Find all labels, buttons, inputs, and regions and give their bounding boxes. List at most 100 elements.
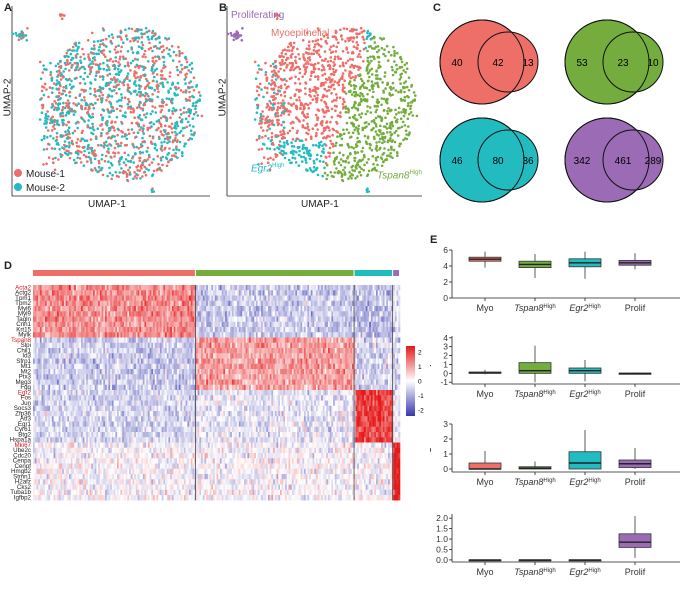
umap-point [181, 51, 184, 55]
heatmap-cell [58, 453, 61, 459]
umap-point [135, 173, 138, 176]
umap-point [354, 145, 358, 149]
heatmap-cell [67, 363, 70, 370]
heatmap-cell [115, 495, 118, 501]
heatmap-cell [69, 321, 72, 328]
umap-point [192, 76, 196, 79]
umap-point [377, 60, 381, 64]
umap-point [104, 84, 108, 88]
venn-left-count: 46 [451, 156, 463, 167]
umap-point [399, 89, 403, 92]
umap-point [369, 111, 373, 114]
heatmap-cell [84, 479, 87, 485]
umap-point [146, 79, 149, 83]
heatmap-cell [72, 426, 75, 433]
umap-point [256, 106, 259, 110]
umap-point [94, 169, 98, 172]
heatmap-cell [105, 474, 108, 480]
umap-point [91, 122, 94, 126]
umap-point [322, 129, 326, 133]
umap-point [269, 64, 273, 68]
umap-point [119, 69, 123, 72]
heatmap-cell [33, 468, 36, 475]
umap-point [133, 36, 137, 40]
heatmap-cell [79, 295, 82, 301]
umap-point [47, 115, 50, 118]
umap-point [124, 111, 127, 114]
heatmap-cell [45, 363, 48, 370]
heatmap-cell [43, 468, 46, 475]
umap-point [323, 88, 327, 91]
heatmap-cell [33, 306, 36, 312]
umap-point [180, 113, 183, 116]
heatmap-cell [63, 474, 66, 480]
heatmap-cell [86, 426, 89, 433]
heatmap-cell [84, 306, 87, 312]
heatmap-cell [94, 337, 97, 343]
heatmap-cell [101, 358, 104, 364]
umap-point [336, 55, 340, 58]
heatmap-cell [89, 468, 92, 475]
heatmap-cell [50, 463, 53, 469]
umap-point [151, 174, 154, 178]
heatmap-cell [57, 311, 60, 317]
umap-point [163, 140, 166, 144]
heatmap-cell [86, 348, 89, 354]
umap-point [137, 66, 141, 70]
heatmap-cell [108, 400, 111, 406]
umap-point [65, 101, 68, 105]
heatmap-cell [53, 358, 56, 364]
heatmap-cell [38, 379, 41, 385]
heatmap-cell [55, 495, 58, 501]
umap-point [184, 76, 188, 79]
umap-point [314, 91, 318, 94]
heatmap-cell [74, 295, 77, 301]
heatmap-cell [69, 479, 72, 485]
umap-point [194, 107, 197, 111]
heatmap-cell [89, 348, 92, 354]
umap-point [124, 170, 127, 174]
umap-point [296, 47, 299, 51]
umap-point [151, 110, 154, 113]
umap-point [141, 107, 145, 111]
heatmap-cell [84, 426, 87, 433]
heatmap-cell [82, 311, 85, 317]
heatmap-cell [43, 416, 46, 422]
umap-point [280, 51, 284, 55]
heatmap-cell [70, 479, 73, 485]
heatmap-cell [74, 316, 77, 322]
umap-point [297, 77, 300, 81]
umap-point [268, 147, 272, 151]
umap-point [308, 149, 311, 152]
umap-point [382, 97, 386, 101]
umap-point [106, 64, 109, 67]
umap-point [262, 95, 265, 99]
umap-point [261, 129, 265, 132]
heatmap-cell [75, 484, 78, 490]
heatmap-cell [62, 363, 65, 370]
heatmap-cell [69, 327, 72, 333]
umap-point [362, 29, 366, 33]
heatmap-cell [105, 363, 108, 370]
umap-point [105, 59, 109, 62]
heatmap-cell [81, 453, 84, 459]
umap-point [315, 100, 318, 104]
umap-point [88, 126, 92, 130]
heatmap-cell [101, 489, 104, 496]
umap-point [182, 90, 185, 94]
umap-point [67, 78, 70, 82]
heatmap-cell [87, 395, 90, 401]
umap-point [331, 133, 334, 137]
heatmap-cell [38, 432, 41, 438]
umap-point [107, 147, 110, 151]
umap-point [117, 175, 120, 178]
umap-point [117, 44, 120, 47]
umap-point [76, 156, 79, 160]
heatmap-cell [72, 442, 75, 448]
heatmap-cell [89, 342, 92, 349]
heatmap-cell [65, 379, 68, 385]
venn-diagram-3: 46 80 36 [439, 117, 539, 203]
heatmap-cell [82, 453, 85, 459]
heatmap-cell [106, 426, 109, 433]
umap-point [236, 36, 239, 40]
